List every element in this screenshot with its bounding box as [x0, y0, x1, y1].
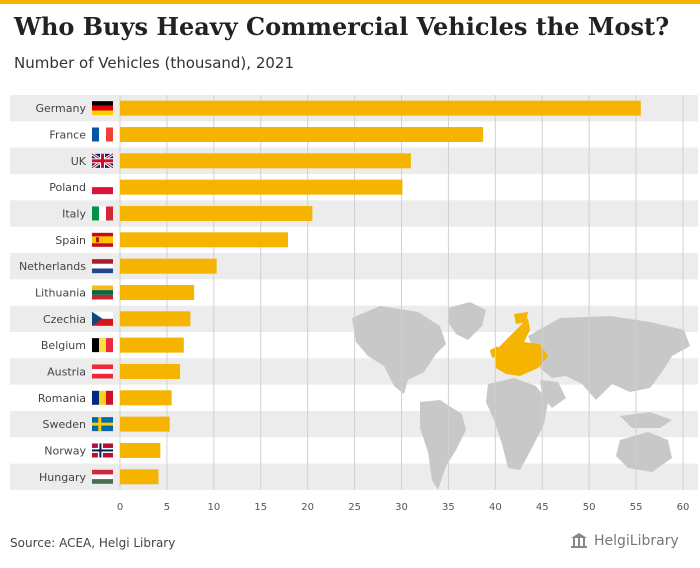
- norway-flag-icon: [92, 443, 113, 458]
- y-label-spain: Spain: [55, 234, 86, 247]
- y-label-italy: Italy: [62, 207, 86, 220]
- belgium-flag-icon: [92, 338, 113, 353]
- y-label-lithuania: Lithuania: [35, 286, 86, 299]
- netherlands-flag-icon: [92, 259, 113, 274]
- x-axis-ticks: 0 5 10 15 20 25 30 35 40 45 50 55 60: [117, 502, 690, 513]
- world-map-icon: [352, 302, 690, 490]
- x-tick-label: 5: [164, 502, 170, 513]
- bar-france: [120, 126, 484, 142]
- bars: [120, 100, 641, 485]
- y-label-uk: UK: [71, 155, 87, 168]
- x-tick-label: 15: [254, 502, 267, 513]
- brand-logo: HelgiLibrary: [570, 533, 679, 549]
- bar-italy: [120, 205, 313, 221]
- y-label-austria: Austria: [47, 365, 86, 378]
- y-label-sweden: Sweden: [43, 418, 86, 431]
- brand-name: HelgiLibrary: [594, 533, 679, 549]
- x-tick-label: 20: [301, 502, 314, 513]
- hungary-flag-icon: [92, 469, 113, 484]
- library-logo-icon: [571, 533, 587, 548]
- bar-netherlands: [120, 258, 217, 274]
- x-tick-label: 55: [630, 502, 643, 513]
- x-tick-label: 45: [536, 502, 549, 513]
- spain-flag-icon: [92, 232, 113, 247]
- top-accent-bar: [0, 0, 700, 4]
- y-label-czechia: Czechia: [43, 313, 86, 326]
- italy-flag-icon: [92, 206, 113, 221]
- czechia-flag-icon: [92, 311, 113, 326]
- row-band: [10, 410, 698, 438]
- y-label-germany: Germany: [35, 102, 86, 115]
- bar-hungary: [120, 469, 159, 485]
- x-tick-label: 10: [207, 502, 220, 513]
- bar-spain: [120, 232, 288, 248]
- uk-flag-icon: [91, 152, 114, 170]
- y-label-norway: Norway: [44, 444, 86, 457]
- x-tick-label: 30: [395, 502, 408, 513]
- bar-poland: [120, 179, 403, 195]
- y-label-romania: Romania: [38, 392, 86, 405]
- row-band: [10, 463, 698, 490]
- bar-austria: [120, 363, 181, 379]
- bar-romania: [120, 390, 172, 406]
- x-tick-label: 25: [348, 502, 361, 513]
- y-label-hungary: Hungary: [39, 471, 86, 484]
- source-note: Source: ACEA, Helgi Library: [10, 536, 176, 550]
- x-tick-label: 35: [442, 502, 455, 513]
- poland-flag-icon: [92, 180, 113, 195]
- bar-norway: [120, 442, 161, 458]
- x-tick-label: 50: [583, 502, 596, 513]
- bar-czechia: [120, 311, 191, 327]
- austria-flag-icon: [92, 364, 113, 379]
- y-axis-labels: Germany France UK Poland Italy Spain Netherlan…: [19, 102, 87, 484]
- y-label-netherlands: Netherlands: [19, 260, 86, 273]
- france-flag-icon: [92, 127, 113, 142]
- bar-belgium: [120, 337, 184, 353]
- germany-flag-icon: [92, 101, 113, 116]
- country-flags: [91, 101, 114, 484]
- lithuania-flag-icon: [92, 285, 113, 300]
- bar-germany: [120, 100, 641, 116]
- bar-sweden: [120, 416, 170, 432]
- chart-title: Who Buys Heavy Commercial Vehicles the M…: [14, 12, 670, 41]
- row-band: [10, 200, 698, 227]
- chart-subtitle: Number of Vehicles (thousand), 2021: [14, 54, 294, 72]
- romania-flag-icon: [92, 390, 113, 405]
- bar-lithuania: [120, 284, 195, 300]
- row-band: [10, 252, 698, 280]
- y-label-belgium: Belgium: [41, 339, 86, 352]
- x-tick-label: 0: [117, 502, 123, 513]
- sweden-flag-icon: [92, 417, 113, 432]
- y-label-poland: Poland: [49, 181, 86, 194]
- y-label-france: France: [49, 128, 86, 141]
- bar-uk: [120, 153, 411, 169]
- x-tick-label: 60: [677, 502, 690, 513]
- x-tick-label: 40: [489, 502, 502, 513]
